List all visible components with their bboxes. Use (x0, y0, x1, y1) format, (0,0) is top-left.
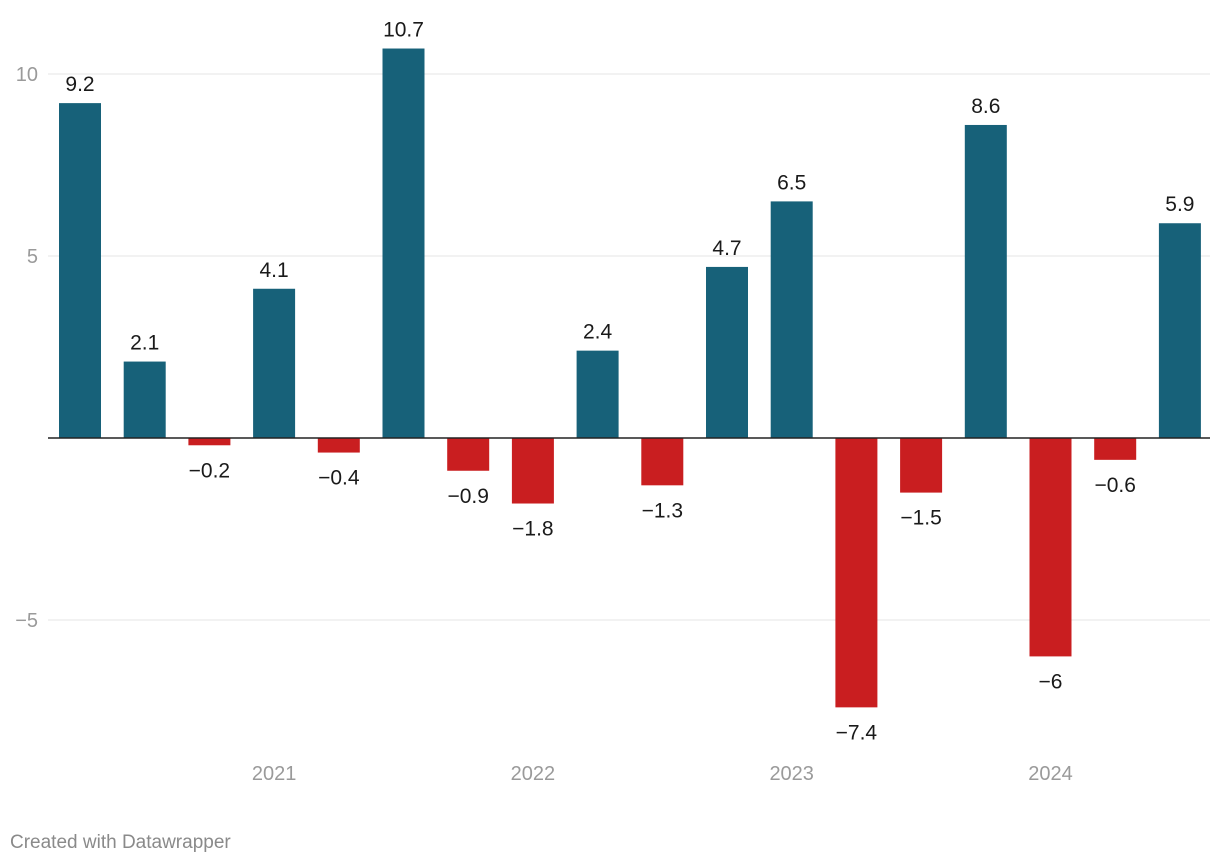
axes: 10 5 −5 2021 2022 2023 2024 (15, 64, 1210, 785)
gridlines (48, 73, 1210, 621)
bar-1 (123, 361, 166, 438)
value-label-5: 10.7 (383, 19, 424, 42)
x-tick-label-1: 2022 (511, 763, 556, 785)
credit-text: Created with Datawrapper (10, 832, 231, 853)
bar-14 (964, 124, 1007, 439)
y-tick-label-2: −5 (15, 610, 38, 632)
bar-9 (641, 438, 684, 486)
bar-12 (835, 438, 878, 708)
bar-11 (770, 201, 813, 438)
value-label-8: 2.4 (583, 321, 613, 344)
bar-2 (188, 438, 231, 446)
x-tick-label-2: 2023 (769, 763, 814, 785)
bar-15 (1029, 438, 1072, 657)
y-tick-label-1: 5 (27, 246, 38, 268)
value-label-14: 8.6 (971, 95, 1000, 118)
bar-3 (253, 288, 296, 438)
value-label-10: 4.7 (712, 237, 741, 260)
value-label-17: 5.9 (1165, 193, 1194, 216)
value-label-16: −0.6 (1094, 474, 1135, 497)
value-label-6: −0.9 (447, 485, 488, 508)
value-label-3: 4.1 (259, 259, 288, 282)
value-label-4: −0.4 (318, 467, 360, 490)
value-label-15: −6 (1039, 670, 1063, 693)
bar-10 (706, 266, 748, 438)
value-label-13: −1.5 (900, 507, 941, 530)
bar-6 (447, 438, 490, 471)
bar-4 (317, 438, 360, 453)
bar-0 (59, 103, 101, 439)
value-label-2: −0.2 (189, 459, 230, 482)
value-label-0: 9.2 (65, 73, 94, 96)
bar-5 (382, 48, 425, 439)
bar-16 (1094, 438, 1137, 460)
bar-7 (511, 438, 554, 504)
x-tick-label-3: 2024 (1028, 763, 1073, 785)
bar-17 (1158, 223, 1201, 438)
bar-chart: 9.2 2.1 −0.2 4.1 −0.4 10.7 −0.9 −1.8 2.4 −1.3 4.7 6… (15, 19, 1210, 785)
value-label-7: −1.8 (512, 518, 553, 541)
x-tick-label-0: 2021 (252, 763, 297, 785)
bars (59, 48, 1201, 708)
y-tick-label-0: 10 (16, 64, 38, 86)
bar-8 (576, 350, 619, 438)
value-label-11: 6.5 (777, 171, 806, 194)
value-label-1: 2.1 (130, 332, 159, 355)
value-label-9: −1.3 (642, 499, 683, 522)
bar-13 (900, 438, 943, 493)
value-labels: 9.2 2.1 −0.2 4.1 −0.4 10.7 −0.9 −1.8 2.4 −1.3 4.7 6… (65, 19, 1194, 745)
value-label-12: −7.4 (836, 721, 878, 744)
